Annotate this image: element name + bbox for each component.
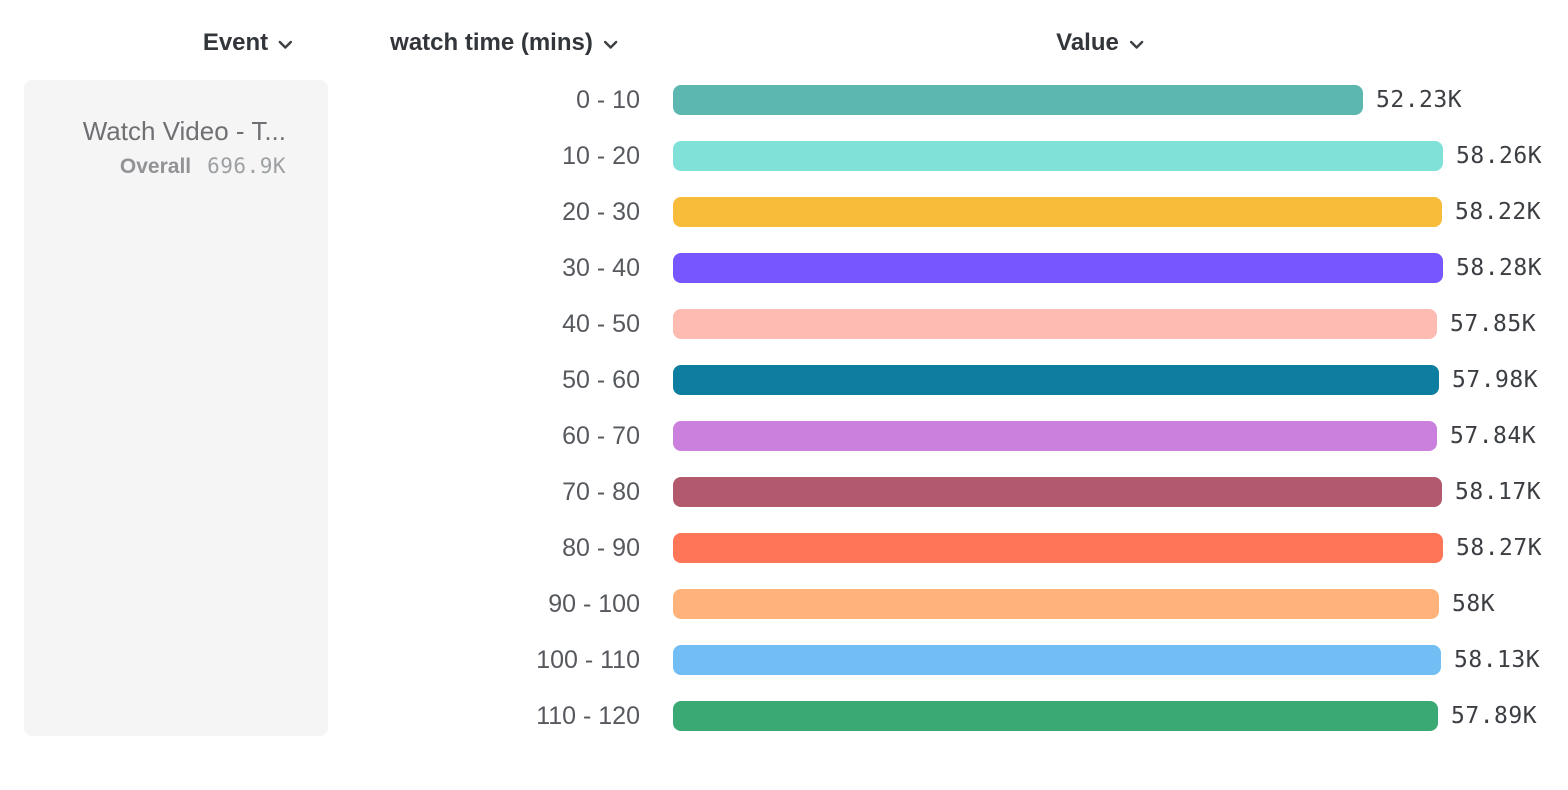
category-label: 110 - 120	[536, 701, 640, 730]
category-label: 100 - 110	[536, 645, 640, 674]
bar[interactable]	[673, 533, 1443, 563]
column-header-event-label: Event	[202, 29, 269, 56]
category-label: 60 - 70	[562, 421, 640, 450]
value-label: 58.22K	[1455, 199, 1542, 225]
chart-row: 20 - 30 58.22K	[0, 184, 1568, 240]
value-label: 57.84K	[1450, 423, 1537, 449]
value-label: 58.28K	[1456, 255, 1543, 281]
bar[interactable]	[673, 701, 1438, 731]
value-label: 52.23K	[1376, 87, 1463, 113]
bar[interactable]	[673, 85, 1363, 115]
value-label: 58.13K	[1454, 647, 1541, 673]
bar[interactable]	[673, 253, 1443, 283]
bar[interactable]	[673, 645, 1441, 675]
bar[interactable]	[673, 421, 1437, 451]
value-label: 58K	[1452, 591, 1496, 617]
bar[interactable]	[673, 141, 1443, 171]
category-label: 70 - 80	[562, 477, 640, 506]
chevron-down-icon	[1129, 40, 1144, 49]
category-label: 20 - 30	[562, 197, 640, 226]
bar[interactable]	[673, 365, 1439, 395]
column-header-breakdown[interactable]: watch time (mins)	[390, 28, 618, 58]
event-name[interactable]: Watch Video - T...	[82, 116, 286, 146]
column-header-value-label: Value	[1056, 29, 1119, 56]
overall-label: Overall	[119, 155, 192, 178]
chevron-down-icon	[603, 40, 618, 49]
bar[interactable]	[673, 309, 1437, 339]
chart-row: 100 - 110 58.13K	[0, 632, 1568, 688]
column-header-event[interactable]: Event	[203, 28, 293, 58]
category-label: 90 - 100	[548, 589, 640, 618]
chart-row: 90 - 100 58K	[0, 576, 1568, 632]
category-label: 80 - 90	[562, 533, 640, 562]
chart-row: 80 - 90 58.27K	[0, 520, 1568, 576]
category-label: 30 - 40	[562, 253, 640, 282]
category-label: 50 - 60	[562, 365, 640, 394]
value-label: 57.98K	[1452, 367, 1539, 393]
chart-row: 10 - 20 58.26K	[0, 128, 1568, 184]
category-label: 10 - 20	[562, 141, 640, 170]
chart-row: 60 - 70 57.84K	[0, 408, 1568, 464]
value-label: 57.85K	[1450, 311, 1537, 337]
chart-row: 110 - 120 57.89K	[0, 688, 1568, 744]
category-label: 0 - 10	[576, 85, 640, 114]
value-label: 57.89K	[1451, 703, 1538, 729]
chart-row: 70 - 80 58.17K	[0, 464, 1568, 520]
column-header-breakdown-label: watch time (mins)	[390, 29, 593, 56]
chart-row: 0 - 10 52.23K	[0, 72, 1568, 128]
column-header-value[interactable]: Value	[1056, 28, 1144, 58]
chart-row: 50 - 60 57.98K	[0, 352, 1568, 408]
legend-overall-row: Overall 696.9K	[24, 154, 286, 179]
value-label: 58.17K	[1455, 479, 1542, 505]
bar[interactable]	[673, 589, 1439, 619]
bar[interactable]	[673, 197, 1442, 227]
legend-panel: Watch Video - T... Overall 696.9K	[24, 80, 328, 736]
value-label: 58.26K	[1456, 143, 1543, 169]
chart-row: 40 - 50 57.85K	[0, 296, 1568, 352]
bar[interactable]	[673, 477, 1442, 507]
bar-chart: 0 - 10 52.23K 10 - 20 58.26K 20 - 30 58.…	[0, 72, 1568, 744]
value-label: 58.27K	[1456, 535, 1543, 561]
chevron-down-icon	[278, 40, 293, 49]
overall-value: 696.9K	[207, 154, 286, 178]
chart-row: 30 - 40 58.28K	[0, 240, 1568, 296]
category-label: 40 - 50	[562, 309, 640, 338]
